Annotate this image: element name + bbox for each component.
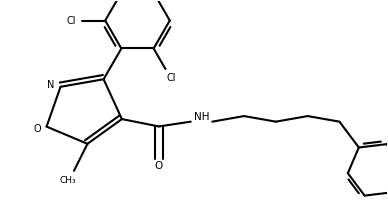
Text: Cl: Cl	[166, 73, 176, 83]
Text: NH: NH	[194, 112, 209, 122]
Text: O: O	[155, 161, 163, 171]
Text: O: O	[33, 124, 41, 134]
Text: CH₃: CH₃	[59, 176, 76, 185]
Text: Cl: Cl	[66, 16, 76, 26]
Text: N: N	[47, 80, 55, 90]
